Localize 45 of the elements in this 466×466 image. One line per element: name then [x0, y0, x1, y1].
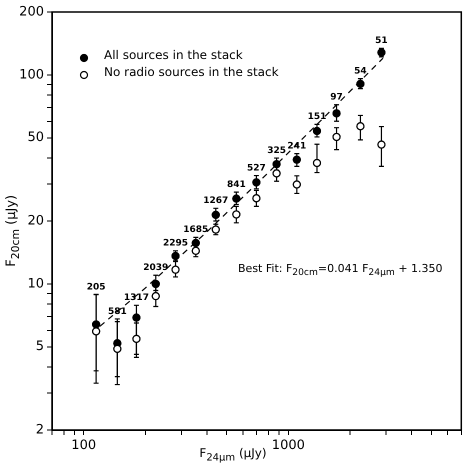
annotation: 151	[308, 112, 326, 122]
y-tick-label: 2	[36, 422, 44, 438]
annotation: 241	[287, 142, 306, 152]
annotation: 51	[375, 36, 388, 46]
annotation: 54	[354, 66, 367, 76]
point	[232, 210, 240, 219]
y-tick-label: 50	[27, 130, 44, 146]
point	[252, 194, 260, 202]
point	[132, 313, 141, 322]
point	[332, 132, 341, 142]
point	[252, 178, 260, 186]
point	[232, 194, 240, 203]
y-tick-label: 20	[27, 213, 44, 228]
point	[312, 158, 322, 168]
annotation: 1317	[124, 293, 149, 304]
annotation: 841	[226, 180, 246, 190]
annotation: 205	[86, 282, 106, 292]
point	[132, 334, 141, 343]
annotation: 97	[330, 92, 343, 103]
y-tick-label: 10	[27, 276, 44, 292]
point	[152, 292, 160, 300]
annotation: 1267	[203, 196, 228, 206]
annotation: Best Fit: F$_{20cm}$=0.041 F$_{24μm}$ + 1.350	[238, 262, 443, 278]
annotation: 325	[267, 146, 286, 156]
legend-label: No radio sources in the stack	[104, 65, 279, 80]
point	[272, 169, 281, 178]
point	[192, 246, 200, 255]
point	[312, 126, 322, 136]
annotation: 1685	[183, 225, 208, 236]
annotation: 2295	[162, 238, 188, 249]
point	[292, 156, 301, 164]
annotation: 2039	[143, 263, 168, 274]
y-tick-label: 200	[19, 4, 44, 20]
point	[292, 180, 301, 189]
point	[332, 109, 341, 118]
x-tick-label: 1000	[272, 438, 305, 454]
y-tick-label: 5	[36, 339, 44, 354]
point	[212, 210, 220, 219]
point	[92, 327, 100, 336]
annotation: 581	[108, 306, 127, 317]
x-axis-title: F$_{24μm}$ (μJy)	[199, 446, 267, 464]
legend-label: All sources in the stack	[104, 48, 243, 62]
y-tick-label: 100	[19, 67, 44, 82]
annotation: 527	[246, 163, 266, 174]
point	[171, 266, 180, 274]
